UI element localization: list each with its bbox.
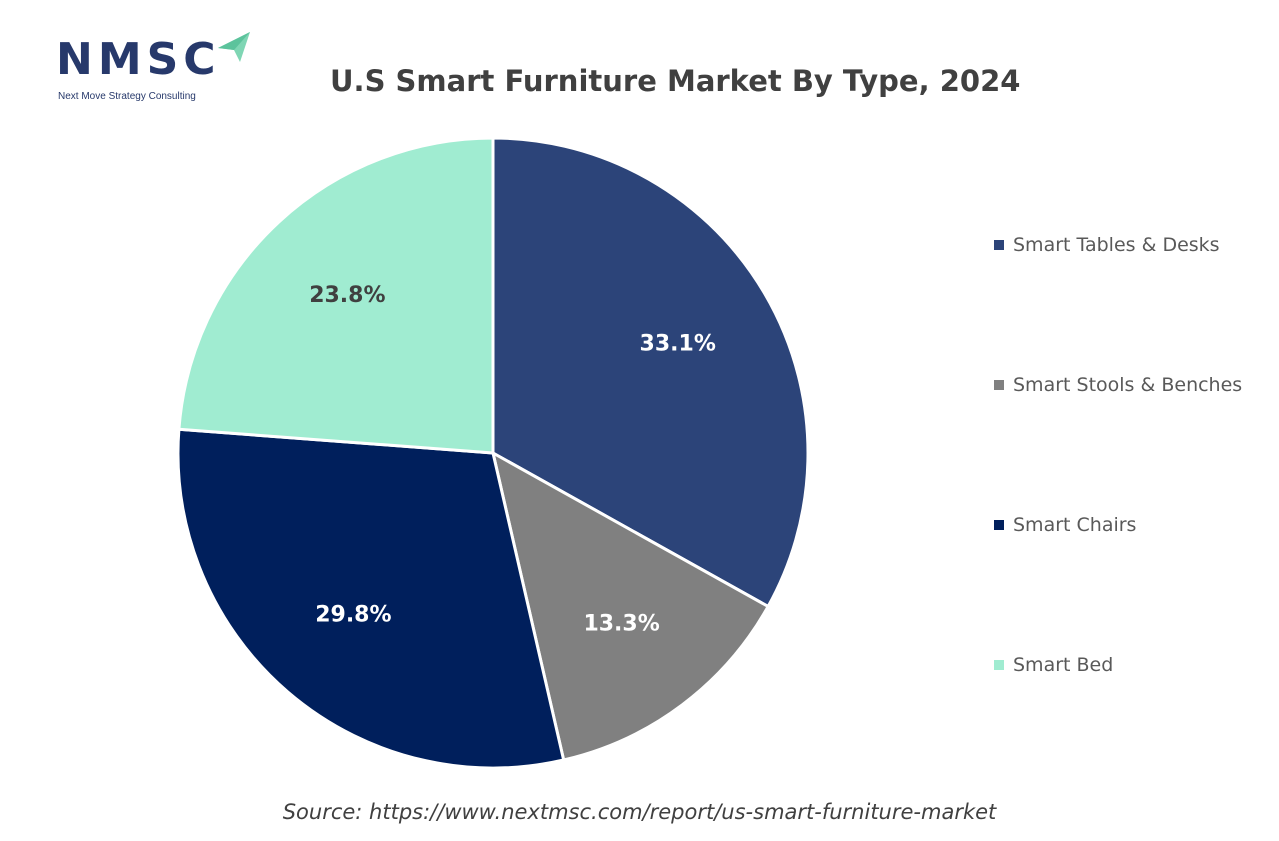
legend-label-1: Smart Tables & Desks	[1013, 234, 1220, 256]
pie-slice-3	[176, 427, 566, 770]
chart-title: U.S Smart Furniture Market By Type, 2024	[330, 64, 1021, 98]
legend-label-4: Smart Bed	[1013, 654, 1114, 676]
legend-swatch-3	[994, 520, 1004, 530]
data-label-2: 13.3%	[583, 611, 659, 636]
paper-plane-icon	[218, 32, 250, 62]
data-label-3: 29.8%	[315, 602, 391, 627]
legend-swatch-1	[994, 240, 1004, 250]
logo-subtitle: Next Move Strategy Consulting	[58, 91, 196, 102]
legend-label-3: Smart Chairs	[1013, 514, 1137, 536]
logo-wordmark: NMSC	[56, 34, 221, 85]
data-label-1: 33.1%	[640, 332, 716, 357]
pie-slice-2	[491, 451, 770, 762]
legend-label-2: Smart Stools & Benches	[1013, 374, 1243, 396]
legend-swatch-4	[994, 660, 1004, 670]
legend-swatch-2	[994, 380, 1004, 390]
logo: NMSC Next Move Strategy Consulting	[56, 30, 256, 106]
source-note: Source: https://www.nextmsc.com/report/u…	[282, 800, 997, 824]
pie-slice-1	[491, 136, 810, 608]
pie-slice-4	[177, 136, 495, 455]
data-label-4: 23.8%	[309, 283, 385, 308]
